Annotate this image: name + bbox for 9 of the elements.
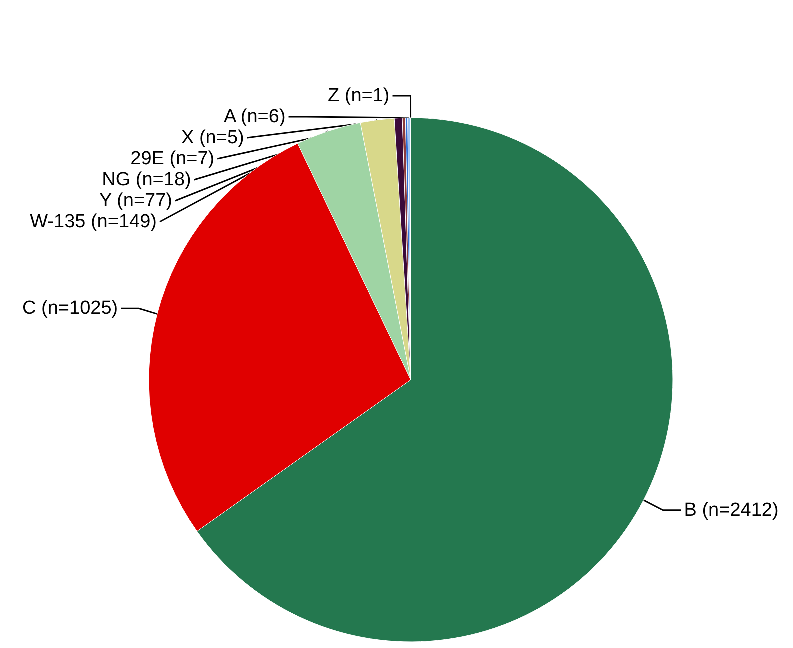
- slice-label: A (n=6): [224, 106, 286, 128]
- slice-label: 29E (n=7): [130, 148, 215, 170]
- slice-label: Z (n=1): [328, 86, 390, 106]
- slice-label: X (n=5): [181, 128, 244, 148]
- slice-label: W-135 (n=149): [30, 212, 157, 232]
- slice-label: NG (n=18): [102, 170, 192, 190]
- slice-label: Y (n=77): [99, 190, 172, 212]
- slice-label: C (n=1025): [22, 298, 118, 320]
- slice-label: B (n=2412): [684, 500, 779, 521]
